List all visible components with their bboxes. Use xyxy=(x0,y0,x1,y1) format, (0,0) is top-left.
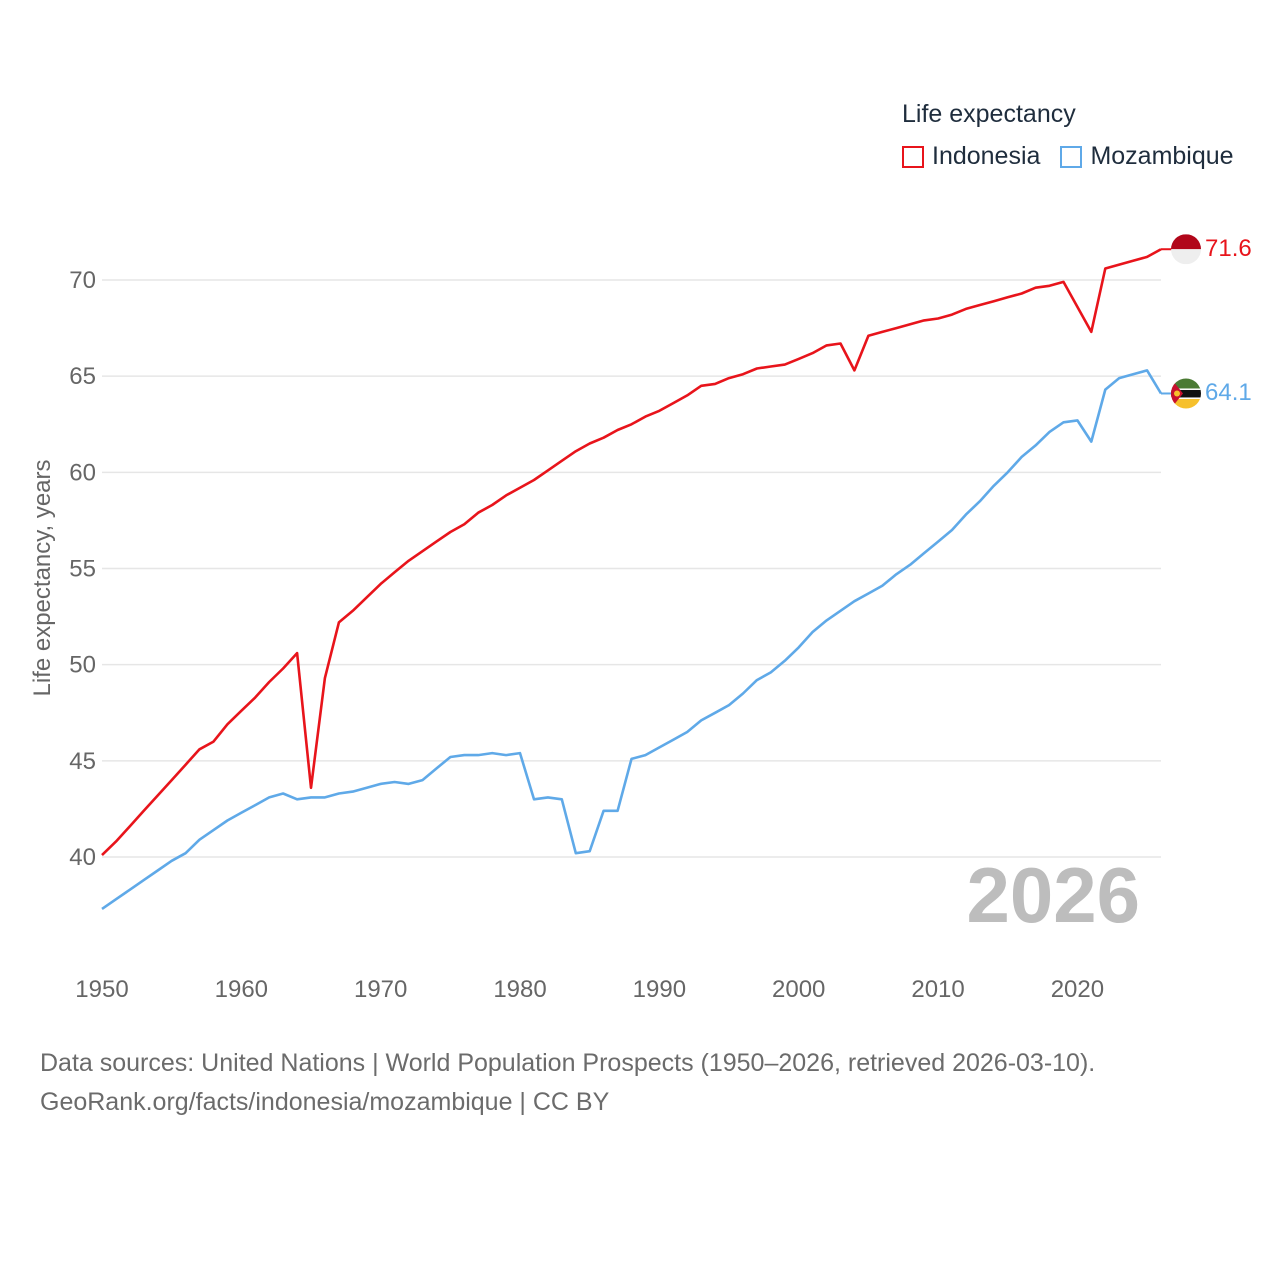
legend-swatch-mozambique xyxy=(1060,145,1083,168)
mozambique-flag-icon xyxy=(1171,378,1201,409)
data-source-note: Data sources: United Nations | World Pop… xyxy=(40,1044,1095,1122)
indonesia-flag-icon xyxy=(1171,234,1201,265)
series-line-indonesia[interactable] xyxy=(101,248,1162,857)
y-tick-label: 65 xyxy=(69,363,96,390)
y-tick-label: 70 xyxy=(69,267,96,294)
y-axis-label: Life expectancy, years xyxy=(29,459,56,697)
legend-label-mozambique: Mozambique xyxy=(1090,142,1234,170)
series-lines xyxy=(101,248,1163,910)
grid-lines xyxy=(102,279,1161,858)
y-tick-label: 60 xyxy=(69,459,96,486)
x-tick-label: 1980 xyxy=(493,976,546,1003)
x-tick-label: 1970 xyxy=(354,976,407,1003)
legend: Indonesia Mozambique xyxy=(902,142,1234,171)
legend-item-indonesia[interactable]: Indonesia xyxy=(902,142,1040,171)
end-label-mozambique: 64.1 xyxy=(1205,379,1252,407)
x-tick-label: 1960 xyxy=(215,976,268,1003)
x-tick-label: 1990 xyxy=(633,976,686,1003)
source-line-1: Data sources: United Nations | World Pop… xyxy=(40,1049,1096,1077)
series-line-mozambique[interactable] xyxy=(101,369,1163,910)
y-tick-label: 50 xyxy=(69,652,96,679)
end-label-indonesia: 71.6 xyxy=(1205,235,1252,263)
y-tick-label: 45 xyxy=(69,748,96,775)
x-tick-label: 2020 xyxy=(1051,976,1104,1003)
source-line-2[interactable]: GeoRank.org/facts/indonesia/mozambique |… xyxy=(40,1088,610,1116)
year-watermark: 2026 xyxy=(966,851,1140,939)
legend-label-indonesia: Indonesia xyxy=(932,142,1041,170)
legend-swatch-indonesia xyxy=(902,145,924,168)
y-axis-ticks: 40 45 50 55 60 65 70 xyxy=(69,267,96,871)
x-axis-ticks: 1950 1960 1970 1980 1990 2000 2010 2020 xyxy=(75,976,1104,1003)
legend-title: Life expectancy xyxy=(902,100,1076,128)
x-tick-label: 2000 xyxy=(772,976,825,1003)
y-tick-label: 40 xyxy=(69,844,96,871)
x-tick-label: 2010 xyxy=(911,976,964,1003)
end-flags xyxy=(1161,234,1201,409)
legend-item-mozambique[interactable]: Mozambique xyxy=(1060,142,1234,171)
x-tick-label: 1950 xyxy=(75,976,128,1003)
y-tick-label: 55 xyxy=(69,556,96,583)
